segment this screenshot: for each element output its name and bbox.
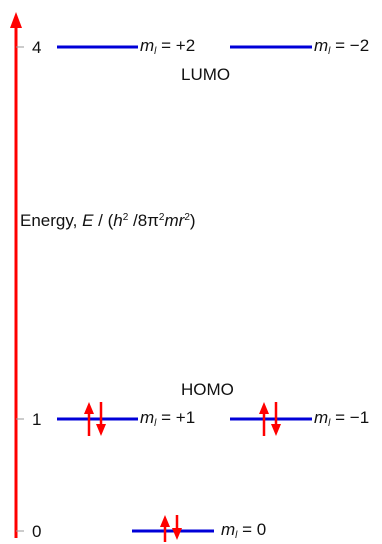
energy-symbol: E (82, 211, 94, 230)
ml-label-minus1: ml = −1 (314, 409, 369, 429)
ml-symbol: m (140, 408, 155, 427)
electron-spin-up-head (160, 515, 170, 527)
tick-label-0: 0 (32, 522, 42, 541)
energy-label-open: / ( (93, 211, 114, 230)
electron-spin-up-head (259, 402, 269, 414)
electron-pair-ml-plus1 (84, 402, 106, 436)
electron-spin-down-head (96, 424, 106, 436)
ml-subscript: l (328, 46, 331, 57)
ml-subscript: l (328, 418, 331, 429)
ml-label-0: ml = 0 (221, 521, 266, 541)
tick-label-4: 4 (32, 38, 42, 57)
planck-symbol: h (113, 211, 123, 230)
electron-spin-down-head (271, 424, 281, 436)
energy-axis-arrowhead (10, 12, 22, 28)
ml-subscript: l (154, 46, 157, 57)
ml-symbol: m (314, 408, 329, 427)
ml-label-minus2: ml = −2 (314, 37, 369, 57)
ml-label-plus1: ml = +1 (140, 409, 195, 429)
energy-label-mid: /8π (128, 211, 159, 230)
energy-label-close: ) (189, 211, 196, 230)
radius-exponent: 2 (184, 212, 190, 223)
ml-value: = −2 (330, 36, 370, 55)
ml-symbol: m (221, 520, 236, 539)
homo-label: HOMO (181, 380, 234, 399)
planck-exponent: 2 (122, 212, 129, 223)
ml-subscript: l (154, 418, 157, 429)
ml-value: = 0 (237, 520, 267, 539)
electron-spin-down-head (172, 528, 182, 540)
electron-spin-up-head (84, 402, 94, 414)
ml-value: = +2 (156, 36, 196, 55)
electron-pair-ml-minus1 (259, 402, 281, 436)
ml-subscript: l (235, 530, 238, 541)
tick-label-1: 1 (32, 410, 42, 429)
energy-label-prefix: Energy, (20, 211, 83, 230)
ml-value: = −1 (330, 408, 370, 427)
mass-radius-symbol: mr (164, 211, 185, 230)
lumo-label: LUMO (181, 65, 231, 84)
energy-axis-label: Energy, E / (h2 /8π2mr2) (20, 212, 196, 229)
ml-symbol: m (140, 36, 155, 55)
ml-symbol: m (314, 36, 329, 55)
ml-label-plus2: ml = +2 (140, 37, 195, 57)
ml-value: = +1 (156, 408, 196, 427)
electron-pair-ml-0 (160, 515, 182, 542)
pi-exponent: 2 (158, 212, 165, 223)
